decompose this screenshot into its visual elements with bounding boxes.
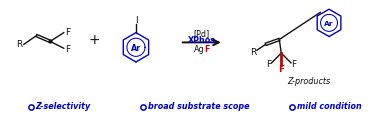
Text: Ar: Ar (324, 21, 334, 27)
Text: F: F (291, 60, 296, 69)
Text: broad substrate scope: broad substrate scope (148, 102, 249, 111)
Text: Z-products: Z-products (287, 77, 330, 86)
Text: Ag: Ag (194, 45, 204, 54)
Text: F: F (266, 60, 271, 69)
Text: XPhos: XPhos (188, 36, 216, 45)
Text: Ar: Ar (131, 44, 141, 53)
Text: mild condition: mild condition (297, 102, 362, 111)
Text: F: F (65, 45, 70, 54)
Text: R: R (250, 48, 256, 57)
Text: R: R (16, 40, 22, 49)
Text: +: + (88, 33, 100, 47)
Text: F: F (65, 28, 70, 37)
Text: I: I (135, 16, 137, 25)
Text: [Pd]: [Pd] (194, 29, 210, 38)
Text: F: F (278, 65, 284, 74)
Text: Z-selectivity: Z-selectivity (36, 102, 91, 111)
Text: F: F (204, 45, 209, 54)
